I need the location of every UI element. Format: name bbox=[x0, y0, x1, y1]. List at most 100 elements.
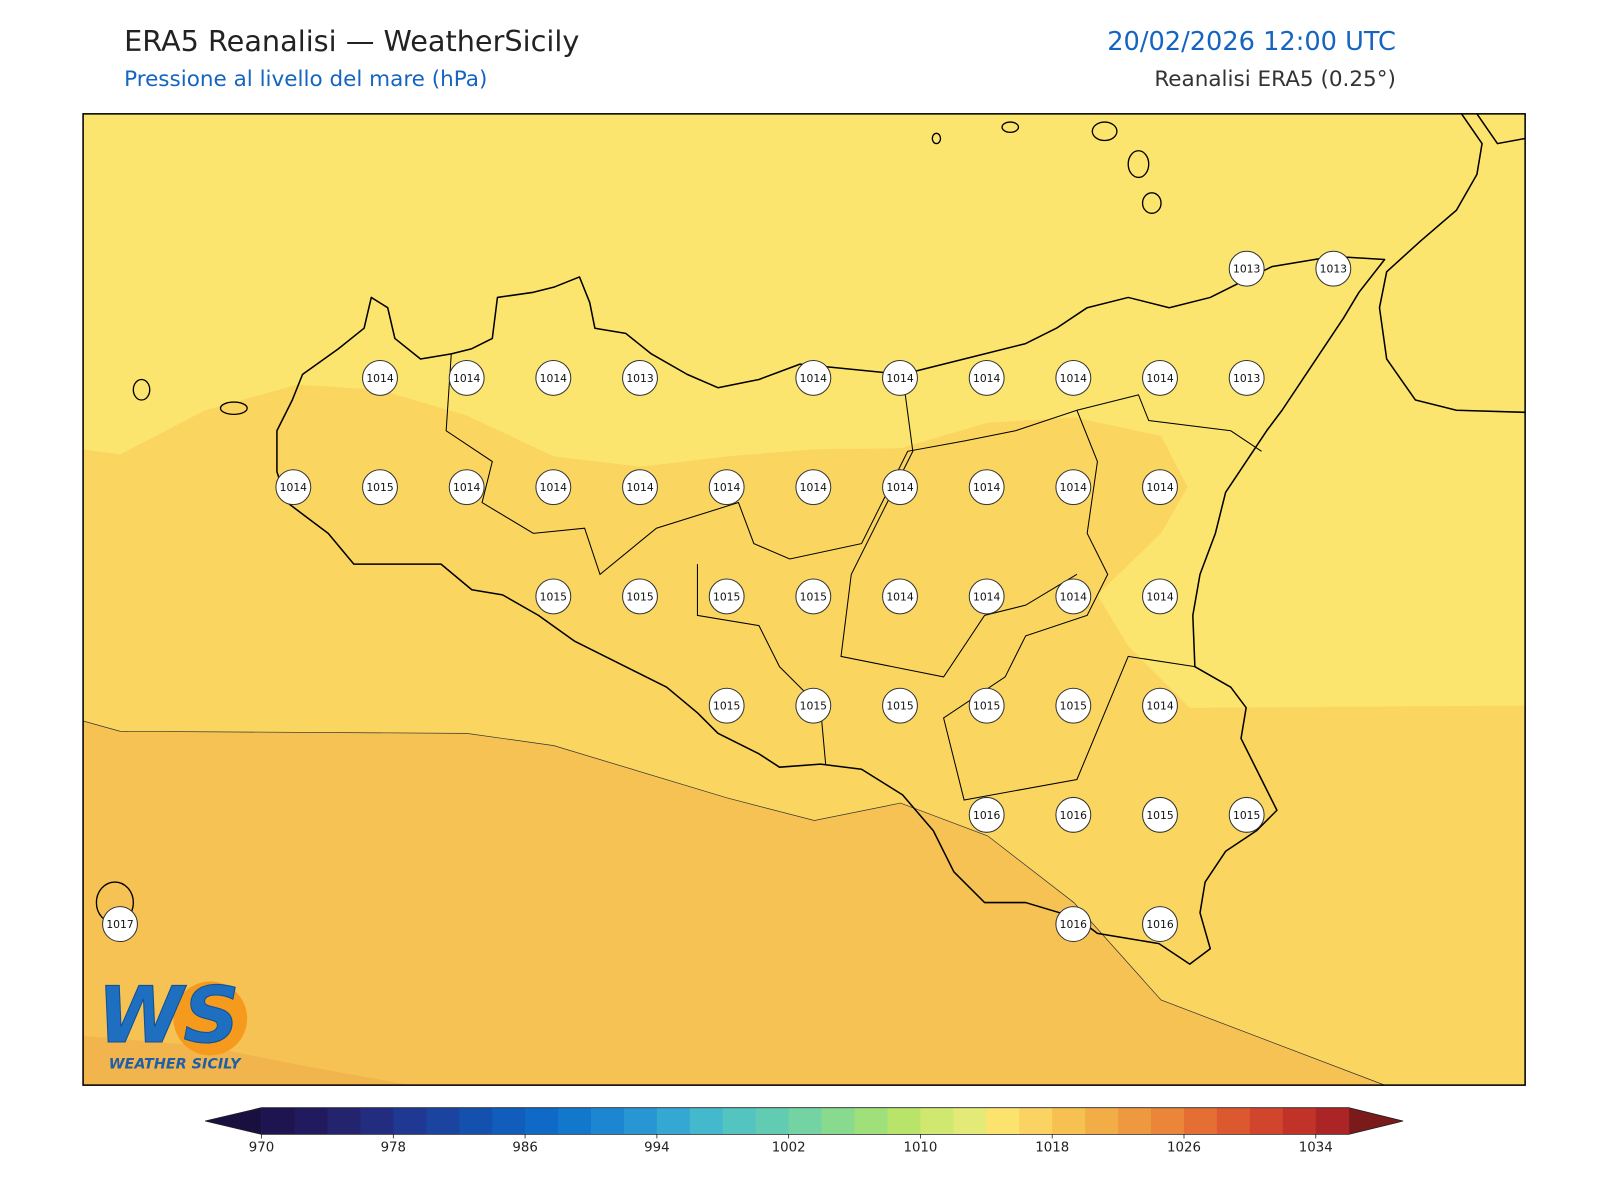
island bbox=[1141, 192, 1162, 214]
station-marker bbox=[968, 469, 1005, 506]
station-marker bbox=[448, 359, 485, 396]
colorbar-segment bbox=[590, 1107, 625, 1135]
station-value: 1014 bbox=[366, 372, 394, 385]
island bbox=[1001, 121, 1020, 133]
colorbar-segment bbox=[1151, 1107, 1185, 1135]
colorbar-segment bbox=[722, 1107, 757, 1135]
subtitle: Pressione al livello del mare (hPa) bbox=[124, 67, 487, 92]
station-value: 1014 bbox=[800, 372, 828, 385]
station-value: 1017 bbox=[106, 918, 133, 931]
colorbar-segment bbox=[1315, 1107, 1350, 1135]
station-value: 1015 bbox=[1060, 700, 1087, 713]
station-value: 1015 bbox=[713, 700, 740, 713]
station-marker bbox=[1315, 250, 1352, 287]
station-layer: 1013 1013 1014 1014 1014 1013 1014 1014 1014 1014… bbox=[102, 250, 1352, 943]
colorbar-segment bbox=[1282, 1107, 1317, 1135]
colorbar-segment bbox=[558, 1107, 592, 1135]
station-value: 1015 bbox=[626, 590, 653, 603]
station-marker bbox=[1055, 796, 1092, 833]
station-marker bbox=[535, 578, 572, 615]
station-value: 1015 bbox=[366, 481, 393, 494]
station-value: 1014 bbox=[886, 590, 914, 603]
station-marker bbox=[1055, 359, 1092, 396]
station-value: 1014 bbox=[1060, 590, 1088, 603]
station-value: 1015 bbox=[886, 700, 913, 713]
station-value: 1016 bbox=[973, 809, 1001, 822]
station-marker bbox=[1228, 796, 1265, 833]
station-value: 1013 bbox=[1320, 263, 1347, 276]
station-marker bbox=[1055, 906, 1092, 943]
island bbox=[1091, 121, 1118, 142]
station-value: 1016 bbox=[1146, 918, 1174, 931]
colorbar-segment bbox=[459, 1107, 493, 1135]
coastline bbox=[276, 255, 1386, 965]
station-value: 1014 bbox=[453, 372, 481, 385]
station-value: 1016 bbox=[1060, 918, 1088, 931]
colorbar-segment bbox=[261, 1107, 295, 1135]
colorbar-segment bbox=[1249, 1107, 1284, 1135]
colorbar-segment bbox=[689, 1107, 724, 1135]
station-value: 1014 bbox=[453, 481, 481, 494]
colorbar-segment bbox=[656, 1107, 691, 1135]
colorbar-segment bbox=[327, 1107, 361, 1135]
station-marker bbox=[535, 469, 572, 506]
station-marker bbox=[882, 469, 918, 506]
station-marker bbox=[535, 359, 572, 396]
station-value: 1014 bbox=[1146, 700, 1174, 713]
colorbar-over bbox=[1348, 1107, 1404, 1135]
colorbar-segment bbox=[294, 1107, 328, 1135]
station-value: 1014 bbox=[280, 481, 308, 494]
colorbar-segment bbox=[953, 1107, 987, 1135]
station-marker bbox=[795, 469, 832, 506]
station-value: 1014 bbox=[973, 590, 1001, 603]
province-border bbox=[445, 353, 1195, 801]
colorbar-segment bbox=[393, 1107, 427, 1135]
colorbar-tick-label: 1034 bbox=[1299, 1141, 1333, 1156]
station-value: 1014 bbox=[1146, 372, 1174, 385]
station-marker bbox=[968, 796, 1005, 833]
logo: WS WEATHER SICILY bbox=[97, 970, 248, 1073]
source: Reanalisi ERA5 (0.25°) bbox=[1154, 67, 1396, 92]
station-value: 1014 bbox=[626, 481, 654, 494]
colorbar-segment bbox=[1118, 1107, 1152, 1135]
station-marker bbox=[622, 469, 658, 506]
station-marker bbox=[708, 578, 745, 615]
colorbar-segment bbox=[1085, 1107, 1119, 1135]
station-marker bbox=[622, 578, 658, 615]
station-value: 1015 bbox=[1233, 809, 1260, 822]
colorbar-tick-label: 1026 bbox=[1167, 1141, 1201, 1156]
colorbar-segment bbox=[854, 1107, 889, 1135]
station-marker bbox=[1055, 687, 1092, 724]
station-marker bbox=[275, 469, 312, 506]
island bbox=[1127, 150, 1150, 179]
station-marker bbox=[968, 359, 1005, 396]
colorbar-tick-label: 1002 bbox=[772, 1141, 806, 1156]
station-value: 1014 bbox=[800, 481, 828, 494]
station-marker bbox=[102, 906, 138, 943]
station-marker bbox=[1142, 469, 1178, 506]
colorbar-segment bbox=[920, 1107, 954, 1135]
station-marker bbox=[795, 687, 832, 724]
station-value: 1014 bbox=[1060, 372, 1088, 385]
station-value: 1015 bbox=[973, 700, 1000, 713]
station-value: 1014 bbox=[1146, 481, 1174, 494]
map-area: 1013 1013 1014 1014 1014 1013 1014 1014 1014 1014… bbox=[83, 113, 1526, 1086]
station-marker bbox=[448, 469, 485, 506]
station-marker bbox=[1142, 906, 1178, 943]
title: ERA5 Reanalisi — WeatherSicily bbox=[124, 24, 579, 58]
station-value: 1015 bbox=[1146, 809, 1173, 822]
colorbar-segment bbox=[986, 1107, 1020, 1135]
station-value: 1014 bbox=[886, 372, 914, 385]
station-marker bbox=[882, 578, 918, 615]
station-marker bbox=[1055, 469, 1092, 506]
station-value: 1014 bbox=[1060, 481, 1088, 494]
colorbar-segment bbox=[821, 1107, 856, 1135]
station-value: 1013 bbox=[626, 372, 653, 385]
logo-letters: WS bbox=[97, 971, 239, 1061]
colorbar-tick-label: 994 bbox=[644, 1141, 669, 1156]
isobar bbox=[83, 720, 1385, 1086]
colorbar-tick-label: 978 bbox=[381, 1141, 406, 1156]
colorbar-segment bbox=[1216, 1107, 1251, 1135]
